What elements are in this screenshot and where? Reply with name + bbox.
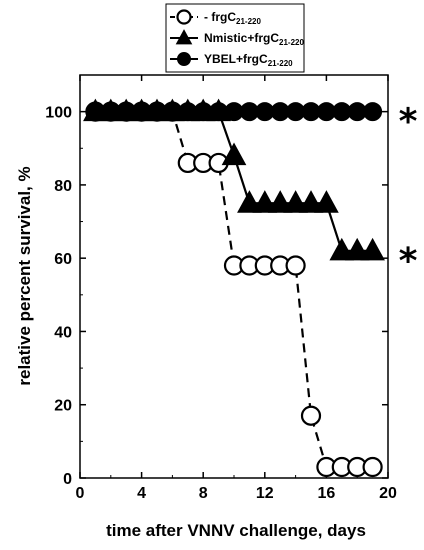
data-point	[285, 255, 306, 276]
legend-items: - frgC21-220 Nmistic+frgC21-220 YBEL+frgC2…	[170, 9, 304, 68]
tick-labels: 0 4 8 12 16 20 0 20 40 60 80 100	[45, 105, 397, 502]
legend-marker	[177, 52, 191, 66]
y-tick-label: 80	[54, 178, 72, 195]
series-markers-filled-circle	[85, 102, 383, 122]
x-tick-label: 12	[256, 485, 274, 502]
legend-marker	[176, 9, 192, 25]
x-tick-label: 4	[137, 485, 146, 502]
data-point	[300, 405, 322, 426]
y-tick-label: 60	[54, 251, 72, 268]
data-point	[237, 190, 262, 213]
significance-asterisk: *	[399, 102, 418, 143]
data-point	[362, 456, 383, 478]
data-point	[329, 237, 355, 261]
legend: - frgC21-220 Nmistic+frgC21-220 YBEL+frgC2…	[165, 3, 305, 73]
plot-frame	[79, 74, 389, 479]
data-point	[360, 237, 385, 261]
series-markers-triangle	[83, 98, 385, 261]
y-tick-label: 0	[63, 471, 72, 488]
x-tick-label: 0	[76, 485, 85, 502]
x-tick-label: 16	[318, 485, 336, 502]
axis-ticks	[79, 75, 389, 479]
data-point	[363, 102, 383, 122]
y-tick-label: 100	[45, 105, 72, 122]
data-point	[221, 142, 247, 166]
series-triangle	[95, 110, 373, 252]
data-point	[314, 190, 339, 213]
x-tick-label: 8	[199, 485, 208, 502]
legend-label: YBEL+frgC21-220	[204, 52, 293, 68]
data-point	[252, 190, 278, 213]
data-point	[283, 190, 308, 213]
series-layer	[83, 98, 385, 478]
y-axis-title: relative percent survival, %	[15, 166, 34, 385]
legend-marker	[175, 29, 193, 45]
data-point	[344, 237, 370, 261]
x-axis-title: time after VNNV challenge, days	[106, 521, 366, 540]
annotations: **	[399, 102, 418, 282]
data-point	[267, 190, 293, 213]
legend-label: Nmistic+frgC21-220	[204, 31, 304, 47]
significance-asterisk: *	[399, 241, 418, 282]
y-tick-label: 20	[54, 398, 72, 415]
data-point	[298, 190, 324, 213]
y-tick-label: 40	[54, 324, 72, 341]
series-line	[95, 110, 373, 252]
x-tick-label: 20	[379, 485, 397, 502]
legend-label: - frgC21-220	[204, 10, 261, 26]
